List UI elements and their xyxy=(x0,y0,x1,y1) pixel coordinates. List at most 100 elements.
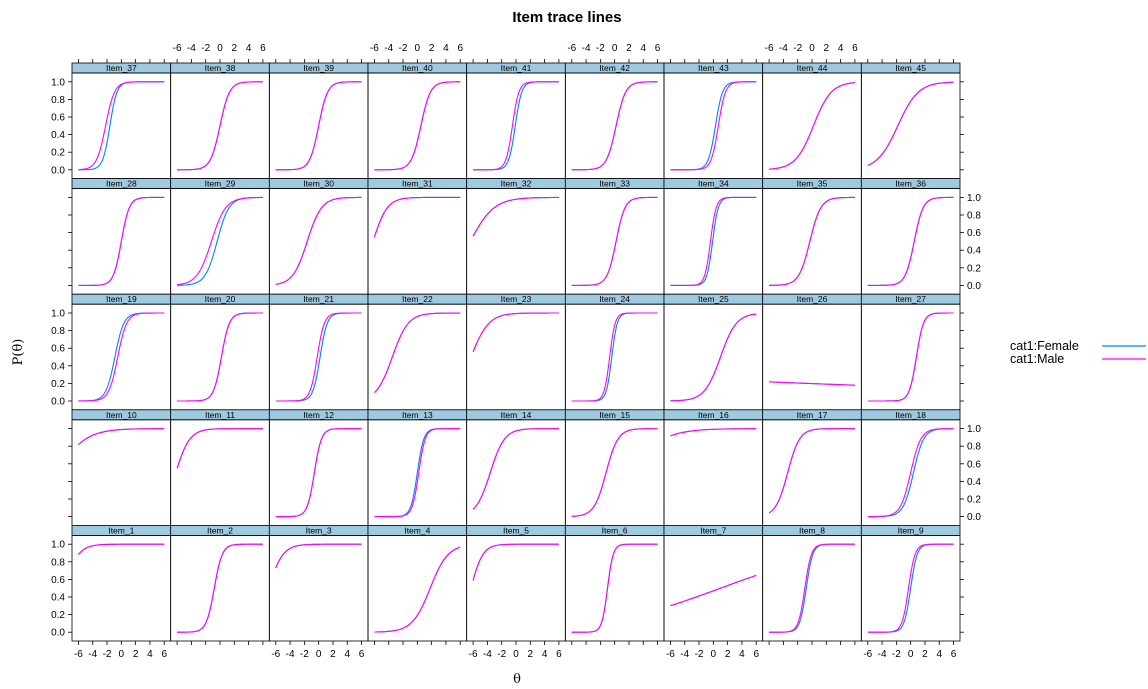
panel-frame xyxy=(367,188,468,295)
panel-frame xyxy=(860,72,961,179)
y-tick-label: 0.6 xyxy=(51,113,65,124)
y-tick-label: 0.8 xyxy=(51,326,65,337)
x-tick-label: -4 xyxy=(384,43,393,54)
y-tick-label: 1.0 xyxy=(967,193,981,204)
panel-label: Item_4 xyxy=(404,525,430,535)
x-tick-label: -4 xyxy=(680,649,689,660)
panel-frame xyxy=(860,303,961,411)
trace-line-cat1-female xyxy=(867,81,954,166)
y-tick-label: 0.4 xyxy=(967,477,981,488)
x-tick-label: -2 xyxy=(793,43,802,54)
panel-label: Item_34 xyxy=(698,179,729,189)
y-tick-label: 0.0 xyxy=(51,165,65,176)
x-axis-label: θ xyxy=(513,672,521,687)
trace-line-cat1-female xyxy=(275,312,362,402)
panel-frame xyxy=(466,72,566,179)
panel: Item_9 xyxy=(860,525,961,642)
x-tick-label: -2 xyxy=(300,649,309,660)
panel-label: Item_43 xyxy=(698,63,729,73)
trace-line-cat1-male xyxy=(670,428,757,437)
x-tick-label: 6 xyxy=(359,649,365,660)
panel-label: Item_15 xyxy=(599,410,630,420)
trace-line-cat1-male xyxy=(473,81,559,171)
trace-line-cat1-female xyxy=(472,543,559,581)
trace-line-cat1-female xyxy=(177,196,263,286)
trace-line-cat1-male xyxy=(670,81,757,171)
x-tick-label: 0 xyxy=(316,649,322,660)
x-tick-label: 0 xyxy=(415,43,421,54)
x-tick-label: 4 xyxy=(246,43,252,54)
panel: Item_23 xyxy=(466,293,566,411)
trace-line-cat1-male xyxy=(867,196,954,286)
trace-line-cat1-female xyxy=(472,428,559,510)
y-tick-label: 1.0 xyxy=(51,309,65,320)
panel: Item_34 xyxy=(663,178,764,295)
trace-line-cat1-male xyxy=(176,428,263,469)
y-tick-label: 0.8 xyxy=(967,211,981,222)
trace-line-cat1-female xyxy=(275,543,362,569)
panel-label: Item_7 xyxy=(700,525,726,535)
panel: Item_6 xyxy=(564,525,665,642)
x-tick-label: 2 xyxy=(824,43,830,54)
panel-frame xyxy=(268,188,369,295)
trace-line-cat1-male xyxy=(177,543,263,633)
x-tick-label: -2 xyxy=(399,43,408,54)
x-tick-label: -4 xyxy=(878,649,887,660)
trace-line-cat1-female xyxy=(78,81,165,171)
trace-line-cat1-female xyxy=(275,196,362,285)
y-tick-label: 0.0 xyxy=(51,397,65,408)
trace-line-cat1-female xyxy=(472,312,559,352)
trace-line-cat1-male xyxy=(571,196,658,286)
trace-line-cat1-male xyxy=(78,81,165,171)
panel: Item_7 xyxy=(663,525,764,642)
trace-line-cat1-female xyxy=(275,428,362,518)
x-tick-label: -4 xyxy=(286,649,295,660)
x-tick-label: -6 xyxy=(863,649,872,660)
panel-label: Item_9 xyxy=(898,525,924,535)
trace-line-cat1-female xyxy=(374,428,461,518)
x-tick-label: -6 xyxy=(469,649,478,660)
x-tick-label: 6 xyxy=(951,649,957,660)
panel-label: Item_14 xyxy=(501,410,532,420)
y-tick-label: 0.6 xyxy=(51,575,65,586)
trace-line-cat1-female xyxy=(374,546,461,633)
panel-label: Item_2 xyxy=(207,525,233,535)
trace-line-cat1-female xyxy=(473,81,559,171)
x-tick-label: -6 xyxy=(567,43,576,54)
x-tick-label: 0 xyxy=(908,649,914,660)
y-tick-label: 0.4 xyxy=(51,593,65,604)
panel-label: Item_28 xyxy=(106,179,137,189)
trace-line-cat1-male xyxy=(867,312,954,402)
panel: Item_19 xyxy=(71,293,172,411)
panel-label: Item_32 xyxy=(501,179,532,189)
panel-label: Item_24 xyxy=(599,294,630,304)
trace-line-cat1-female xyxy=(78,312,165,402)
trace-line-cat1-male xyxy=(177,196,263,286)
panel: Item_28 xyxy=(71,178,172,295)
x-tick-label: -2 xyxy=(596,43,605,54)
y-axis-label-group: P(θ) xyxy=(11,339,26,366)
trace-line-cat1-male xyxy=(670,574,757,607)
x-tick-label: -2 xyxy=(892,649,901,660)
x-tick-label: 6 xyxy=(457,43,463,54)
trace-line-cat1-female xyxy=(177,543,263,633)
panel: Item_25 xyxy=(663,293,764,411)
panel-frame xyxy=(564,72,665,179)
y-tick-label: 0.8 xyxy=(51,557,65,568)
panel-label: Item_41 xyxy=(501,63,532,73)
x-tick-label: 2 xyxy=(922,649,928,660)
panel: Item_45 xyxy=(860,62,961,179)
y-tick-label: 0.2 xyxy=(51,379,65,390)
trace-line-cat1-male xyxy=(78,428,165,446)
x-tick-label: -2 xyxy=(497,649,506,660)
y-tick-label: 0.6 xyxy=(51,344,65,355)
trace-line-cat1-male xyxy=(571,81,658,171)
y-tick-label: 0.4 xyxy=(967,246,981,257)
trace-line-cat1-female xyxy=(768,428,855,514)
panel: Item_43 xyxy=(663,62,764,179)
panel: Item_2 xyxy=(170,525,270,642)
y-axis-label: P(θ) xyxy=(11,339,26,366)
trace-line-cat1-female xyxy=(374,312,461,394)
x-tick-label: 0 xyxy=(711,649,717,660)
y-tick-label: 0.0 xyxy=(51,628,65,639)
